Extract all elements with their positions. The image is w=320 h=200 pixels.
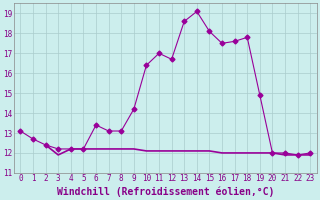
X-axis label: Windchill (Refroidissement éolien,°C): Windchill (Refroidissement éolien,°C) <box>57 186 274 197</box>
